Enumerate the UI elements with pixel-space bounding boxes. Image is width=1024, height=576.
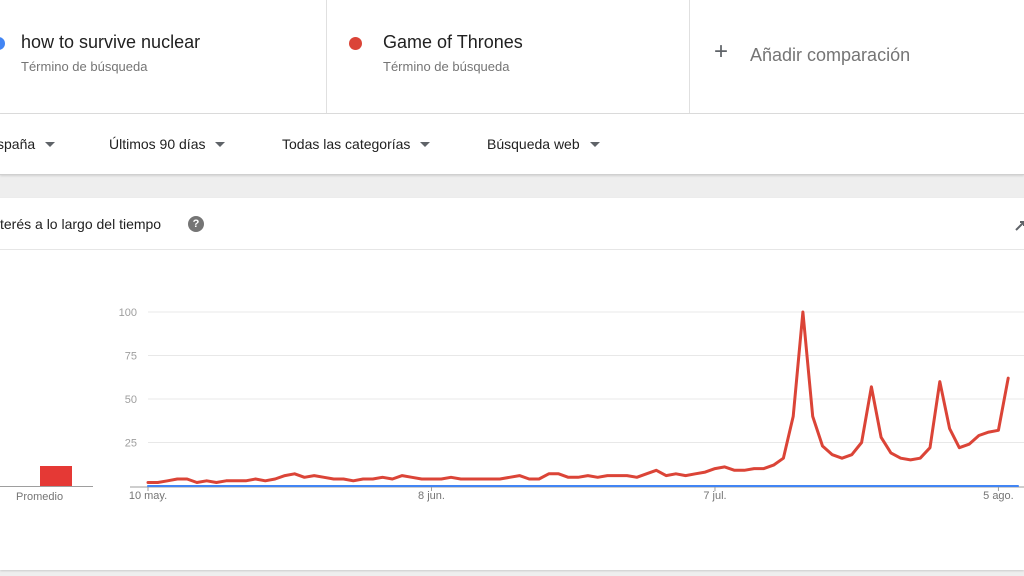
caret-down-icon <box>589 141 600 147</box>
card-header: terés a lo largo del tiempo ? <box>0 198 1024 250</box>
time-range-filter-label: Últimos 90 días <box>109 136 206 152</box>
y-tick-label: 25 <box>125 438 137 450</box>
x-tick-label: 8 jun. <box>418 490 445 502</box>
search-type-filter[interactable]: Búsqueda web <box>487 136 600 152</box>
add-comparison-button[interactable]: + Añadir comparación <box>690 0 1024 113</box>
term-type: Término de búsqueda <box>383 59 510 74</box>
help-icon[interactable]: ? <box>188 216 204 232</box>
category-filter[interactable]: Todas las categorías <box>282 136 431 152</box>
add-comparison-label[interactable]: Añadir comparación <box>750 45 911 65</box>
y-tick-label: 75 <box>125 351 137 363</box>
interest-over-time-card: terés a lo largo del tiempo ? Promedio 1… <box>0 198 1024 570</box>
average-bar <box>40 466 72 486</box>
x-tick-label: 7 jul. <box>703 490 726 502</box>
series-line-game-of-thrones <box>146 310 1010 484</box>
interest-line-chart: 100 75 50 25 10 may. 8 jun. 7 jul. 5 ago. <box>119 307 1024 502</box>
plus-icon: + <box>714 38 729 65</box>
series-color-dot <box>349 37 362 50</box>
y-tick-label: 50 <box>125 394 137 406</box>
card-title: terés a lo largo del tiempo <box>0 216 162 232</box>
search-terms-bar: how to survive nuclear Término de búsque… <box>0 0 1024 114</box>
y-tick-label: 100 <box>119 307 137 319</box>
caret-down-icon <box>420 141 431 147</box>
term-name[interactable]: Game of Thrones <box>383 32 523 52</box>
region-filter[interactable]: spaña <box>0 136 56 152</box>
average-baseline <box>0 486 93 487</box>
x-tick-label: 5 ago. <box>983 490 1014 502</box>
caret-down-icon <box>45 141 56 147</box>
region-filter-label: spaña <box>0 136 36 152</box>
term-name[interactable]: how to survive nuclear <box>21 32 201 52</box>
term-type: Término de búsqueda <box>21 59 148 74</box>
average-label: Promedio <box>16 491 64 503</box>
share-icon[interactable] <box>1014 218 1024 232</box>
caret-down-icon <box>215 141 226 147</box>
time-range-filter[interactable]: Últimos 90 días <box>109 136 226 152</box>
term-card-game-of-thrones[interactable]: Game of Thrones Término de búsqueda <box>327 0 690 113</box>
series-color-dot <box>0 37 5 50</box>
x-tick-label: 10 may. <box>129 490 167 502</box>
term-card-how-to-survive-nuclear[interactable]: how to survive nuclear Término de búsque… <box>0 0 327 113</box>
filters-bar: spaña Últimos 90 días Todas las categorí… <box>0 114 1024 175</box>
category-filter-label: Todas las categorías <box>282 136 411 152</box>
search-type-filter-label: Búsqueda web <box>487 136 580 152</box>
